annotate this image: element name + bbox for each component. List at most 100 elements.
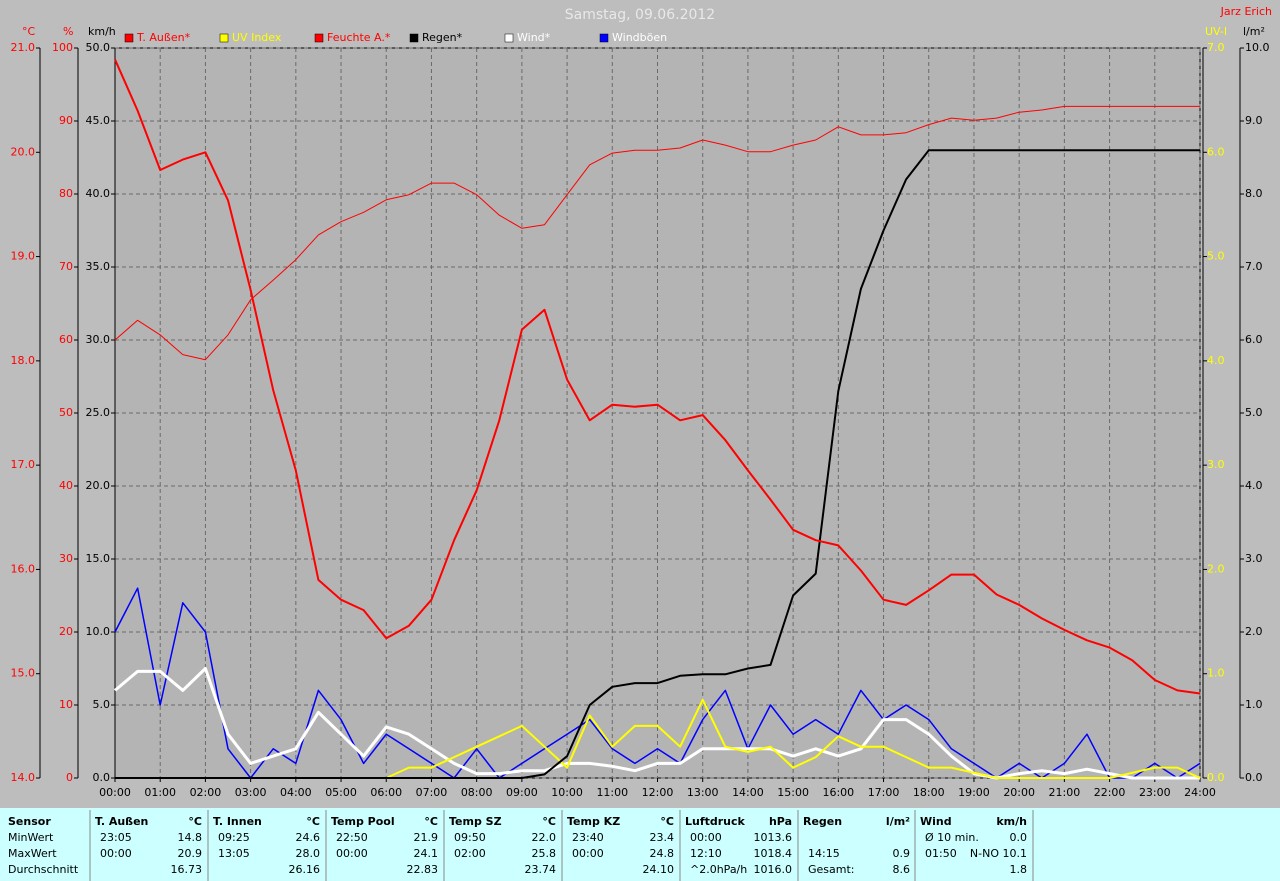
cell: 22.0: [532, 831, 557, 844]
legend-label: Windböen: [612, 31, 667, 44]
y-tick-label: 1.0: [1207, 667, 1225, 680]
axis-unit: %: [63, 25, 73, 38]
author: Jarz Erich: [1220, 5, 1272, 18]
y-tick-label: 0.0: [1245, 771, 1263, 784]
y-tick-label: 40: [59, 479, 73, 492]
x-tick-label: 15:00: [777, 786, 809, 799]
cell: 14.8: [178, 831, 203, 844]
cell: 00:00: [336, 847, 368, 860]
cell: 26.16: [289, 863, 321, 876]
block-unit: °C: [306, 815, 320, 828]
y-tick-label: 45.0: [86, 114, 111, 127]
cell: ^2.0hPa/h: [690, 863, 747, 876]
block-name: Regen: [803, 815, 842, 828]
x-tick-label: 14:00: [732, 786, 764, 799]
axis-unit: UV-I: [1205, 25, 1227, 38]
y-tick-label: 15.0: [86, 552, 111, 565]
y-tick-label: 0: [66, 771, 73, 784]
axis-unit: °C: [22, 25, 36, 38]
cell: 1016.0: [754, 863, 793, 876]
cell: 12:10: [690, 847, 722, 860]
x-tick-label: 18:00: [913, 786, 945, 799]
cell: 00:00: [100, 847, 132, 860]
y-tick-label: 5.0: [93, 698, 111, 711]
cell: 23:40: [572, 831, 604, 844]
cell: 14:15: [808, 847, 840, 860]
legend-swatch: [219, 33, 229, 43]
x-tick-label: 13:00: [687, 786, 719, 799]
cell: Gesamt:: [808, 863, 855, 876]
cell: 20.9: [178, 847, 203, 860]
y-tick-label: 25.0: [86, 406, 111, 419]
cell: 28.0: [296, 847, 321, 860]
block-unit: °C: [424, 815, 438, 828]
block-name: T. Außen: [95, 815, 148, 828]
series-line: [114, 587, 1201, 779]
x-tick-label: 01:00: [144, 786, 176, 799]
cell: 23.74: [525, 863, 557, 876]
cell: 22:50: [336, 831, 368, 844]
y-tick-label: 9.0: [1245, 114, 1263, 127]
y-tick-label: 30.0: [86, 333, 111, 346]
y-tick-label: 30: [59, 552, 73, 565]
y-tick-label: 60: [59, 333, 73, 346]
cell: 0.9: [893, 847, 911, 860]
row-label: MinWert: [8, 831, 54, 844]
y-tick-label: 0.0: [93, 771, 111, 784]
y-tick-label: 80: [59, 187, 73, 200]
y-tick-label: 4.0: [1245, 479, 1263, 492]
series-line: [114, 59, 1201, 695]
legend-swatch: [409, 33, 419, 43]
y-tick-label: 4.0: [1207, 354, 1225, 367]
y-tick-label: 50: [59, 406, 73, 419]
y-tick-label: 16.0: [11, 562, 36, 575]
cell: 8.6: [893, 863, 911, 876]
y-tick-label: 50.0: [86, 41, 111, 54]
cell: 21.9: [414, 831, 439, 844]
block-name: Wind: [920, 815, 952, 828]
legend-label: Feuchte A.*: [327, 31, 391, 44]
row-label: Durchschnitt: [8, 863, 79, 876]
y-tick-label: 2.0: [1245, 625, 1263, 638]
cell: Ø 10 min.: [925, 831, 979, 844]
x-tick-label: 06:00: [370, 786, 402, 799]
cell: 23.4: [650, 831, 675, 844]
x-tick-label: 24:00: [1184, 786, 1216, 799]
y-tick-label: 3.0: [1207, 458, 1225, 471]
x-tick-label: 23:00: [1139, 786, 1171, 799]
y-tick-label: 17.0: [11, 458, 36, 471]
legend-swatch: [314, 33, 324, 43]
y-tick-label: 10.0: [86, 625, 111, 638]
y-tick-label: 5.0: [1245, 406, 1263, 419]
block-name: Temp Pool: [331, 815, 395, 828]
y-tick-label: 20.0: [86, 479, 111, 492]
legend-label: Regen*: [422, 31, 463, 44]
x-tick-label: 21:00: [1049, 786, 1081, 799]
cell: 24.1: [414, 847, 439, 860]
y-tick-label: 7.0: [1245, 260, 1263, 273]
series-line: [115, 149, 1200, 779]
cell: 24.8: [650, 847, 675, 860]
cell: 00:00: [690, 831, 722, 844]
legend-label: UV Index: [232, 31, 282, 44]
x-tick-label: 00:00: [99, 786, 131, 799]
x-tick-label: 10:00: [551, 786, 583, 799]
y-tick-label: 8.0: [1245, 187, 1263, 200]
y-tick-label: 0.0: [1207, 771, 1225, 784]
x-tick-label: 02:00: [190, 786, 222, 799]
row-label: Sensor: [8, 815, 51, 828]
cell: 09:50: [454, 831, 486, 844]
y-tick-label: 18.0: [11, 354, 36, 367]
y-tick-label: 19.0: [11, 250, 36, 263]
row-label: MaxWert: [8, 847, 57, 860]
cell: 24.10: [643, 863, 675, 876]
cell: 00:00: [572, 847, 604, 860]
y-tick-label: 10: [59, 698, 73, 711]
y-tick-label: 21.0: [11, 41, 36, 54]
y-tick-label: 6.0: [1245, 333, 1263, 346]
y-tick-label: 7.0: [1207, 41, 1225, 54]
series-line: [114, 105, 1200, 361]
cell: 25.8: [532, 847, 557, 860]
